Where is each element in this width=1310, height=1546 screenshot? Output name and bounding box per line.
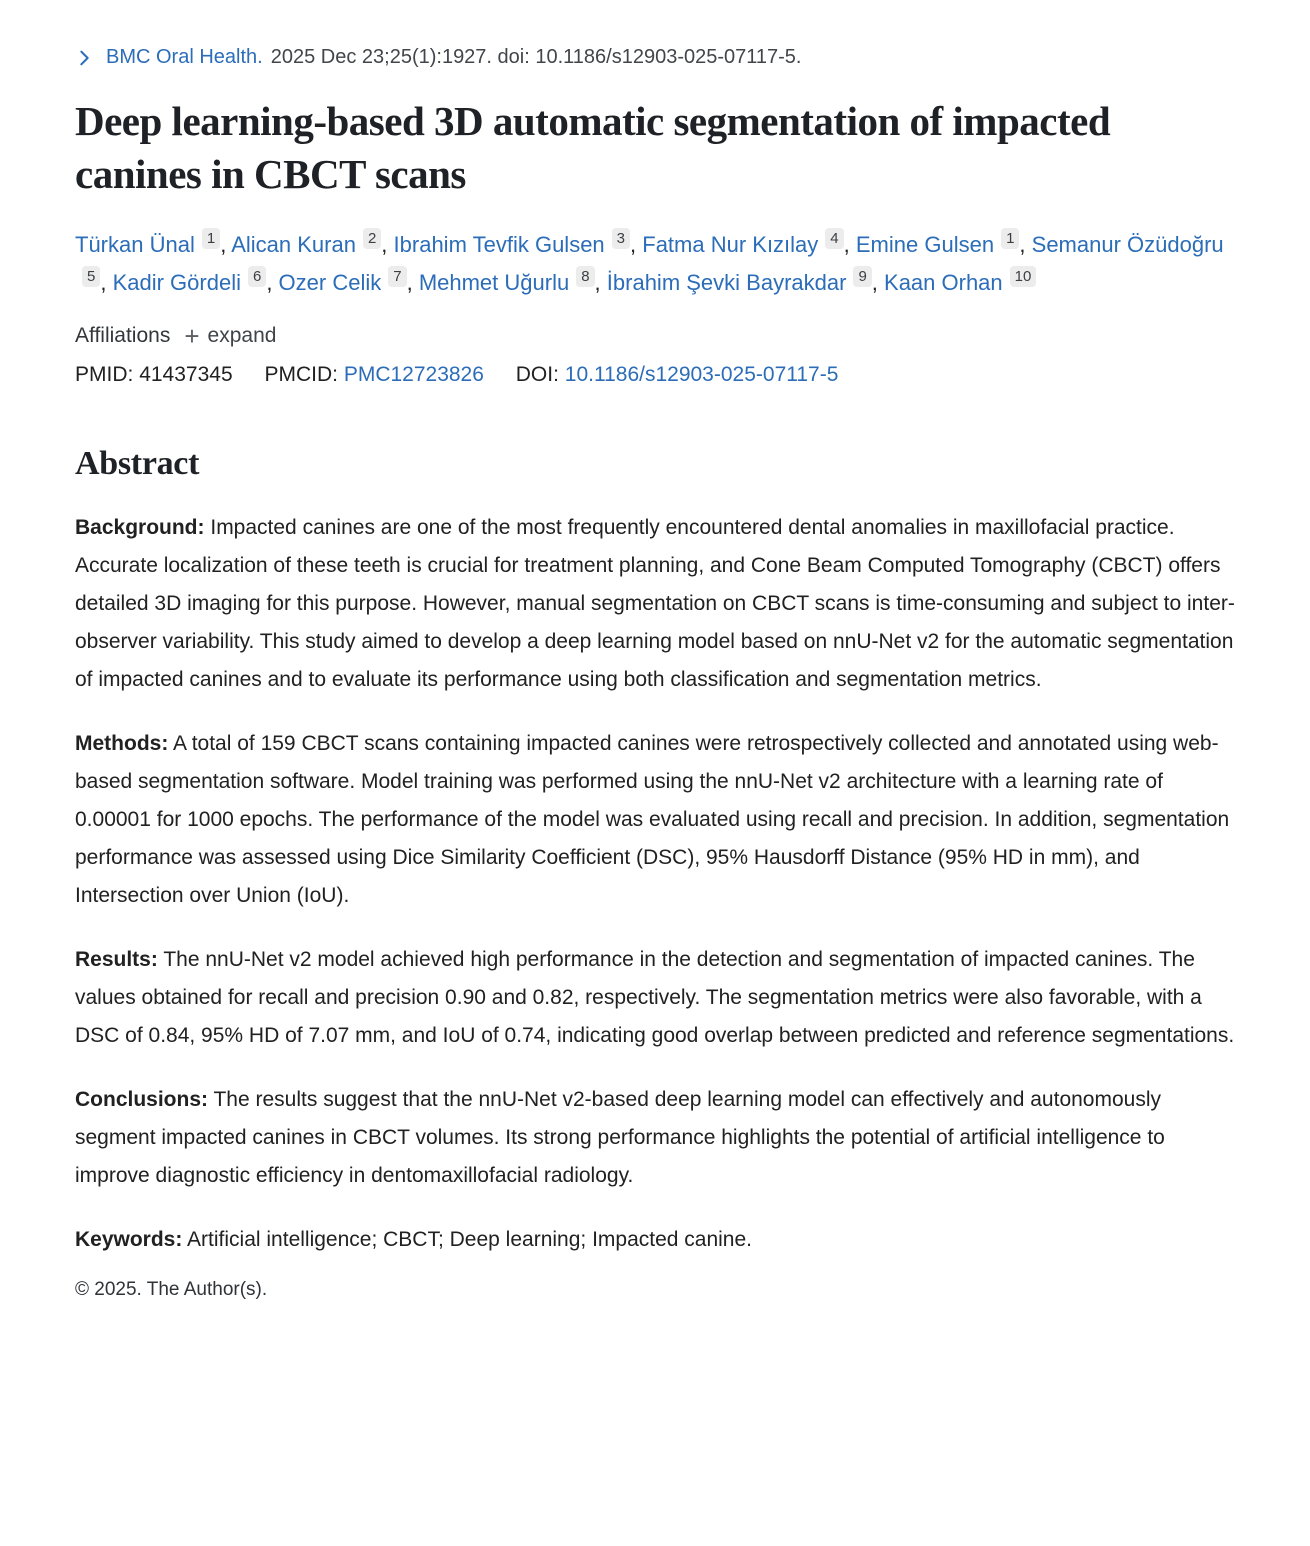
author-affiliation-badge: 7 xyxy=(388,265,407,287)
keywords-paragraph: Keywords: Artificial intelligence; CBCT;… xyxy=(75,1221,1235,1259)
author-affiliation-badge: 1 xyxy=(201,227,221,249)
abstract-heading: Abstract xyxy=(75,444,200,482)
author-link[interactable]: Ozer Celik xyxy=(278,269,382,295)
plus-icon: + xyxy=(184,320,200,351)
article-page: BMC Oral Health. 2025 Dec 23;25(1):1927.… xyxy=(75,46,1235,1300)
author-separator: , xyxy=(266,269,279,295)
author-link[interactable]: İbrahim Şevki Bayrakdar xyxy=(606,269,847,295)
author-separator: , xyxy=(871,269,885,295)
author-link[interactable]: Alican Kuran xyxy=(231,231,356,257)
pmid-label: PMID: xyxy=(75,362,134,386)
identifiers-row: PMID: 41437345 PMCID: PMC12723826 DOI: 1… xyxy=(75,363,1235,387)
author-link[interactable]: Kadir Gördeli xyxy=(112,269,241,295)
copyright-notice: © 2025. The Author(s). xyxy=(75,1278,268,1300)
author-list: Türkan Ünal 1, Alican Kuran 2, Ibrahim Tev… xyxy=(75,226,1235,302)
author-affiliation-badge: 1 xyxy=(1001,227,1020,249)
conclusions-label: Conclusions: xyxy=(75,1087,209,1111)
author-affiliation-badge: 10 xyxy=(1009,265,1037,287)
doi-group: DOI: 10.1186/s12903-025-07117-5 xyxy=(516,363,839,386)
citation-line: BMC Oral Health. 2025 Dec 23;25(1):1927.… xyxy=(75,46,1235,69)
author-separator: , xyxy=(630,231,643,257)
pmcid-link[interactable]: PMC12723826 xyxy=(343,362,484,386)
author-separator: , xyxy=(1019,231,1032,257)
pmid-group: PMID: 41437345 xyxy=(75,363,233,386)
background-text: Impacted canines are one of the most fre… xyxy=(75,515,1235,691)
author-link[interactable]: Ibrahim Tevfik Gulsen xyxy=(393,231,605,257)
author-affiliation-badge: 8 xyxy=(576,265,595,287)
background-label: Background: xyxy=(75,515,205,539)
author-separator: , xyxy=(843,231,856,257)
author-link[interactable]: Türkan Ünal xyxy=(75,231,195,257)
expand-label: expand xyxy=(207,323,277,347)
keywords-text: Artificial intelligence; CBCT; Deep lear… xyxy=(187,1227,752,1251)
results-text: The nnU-Net v2 model achieved high perfo… xyxy=(75,947,1235,1047)
author-link[interactable]: Semanur Özüdoğru xyxy=(1031,231,1224,257)
affiliations-expand-button[interactable]: + expand xyxy=(184,320,277,351)
author-affiliation-badge: 9 xyxy=(853,265,872,287)
pmid-value: 41437345 xyxy=(139,362,233,386)
author-link[interactable]: Mehmet Uğurlu xyxy=(418,269,570,295)
journal-link[interactable]: BMC Oral Health. xyxy=(106,46,263,68)
doi-label: DOI: xyxy=(515,362,559,386)
abstract-methods-paragraph: Methods: A total of 159 CBCT scans conta… xyxy=(75,725,1235,915)
keywords-label: Keywords: xyxy=(75,1227,183,1251)
author-separator: , xyxy=(406,269,419,295)
author-affiliation-badge: 6 xyxy=(247,265,267,287)
author-affiliation-badge: 3 xyxy=(611,227,631,249)
methods-text: A total of 159 CBCT scans containing imp… xyxy=(75,731,1230,907)
affiliations-label: Affiliations xyxy=(75,323,171,347)
methods-label: Methods: xyxy=(75,731,169,755)
affiliations-row: Affiliations + expand xyxy=(75,320,1235,351)
conclusions-text: The results suggest that the nnU-Net v2-… xyxy=(75,1087,1165,1187)
author-link[interactable]: Fatma Nur Kızılay xyxy=(642,231,819,257)
author-separator: , xyxy=(100,269,113,295)
abstract-background-paragraph: Background: Impacted canines are one of … xyxy=(75,509,1235,699)
author-link[interactable]: Emine Gulsen xyxy=(855,231,995,257)
author-affiliation-badge: 2 xyxy=(362,227,382,249)
citation-text: 2025 Dec 23;25(1):1927. doi: 10.1186/s12… xyxy=(270,46,802,68)
results-label: Results: xyxy=(75,947,158,971)
abstract-conclusions-paragraph: Conclusions: The results suggest that th… xyxy=(75,1081,1235,1195)
pmcid-label: PMCID: xyxy=(264,362,338,386)
author-affiliation-badge: 5 xyxy=(82,265,101,287)
author-separator: , xyxy=(381,231,394,257)
author-link[interactable]: Kaan Orhan xyxy=(884,269,1003,295)
article-title: Deep learning-based 3D automatic segment… xyxy=(75,98,1111,198)
chevron-right-icon xyxy=(75,47,94,69)
author-separator: , xyxy=(220,231,232,257)
doi-link[interactable]: 10.1186/s12903-025-07117-5 xyxy=(564,362,839,386)
author-separator: , xyxy=(594,269,607,295)
author-affiliation-badge: 4 xyxy=(825,227,844,249)
abstract-results-paragraph: Results: The nnU-Net v2 model achieved h… xyxy=(75,941,1235,1055)
pmcid-group: PMCID: PMC12723826 xyxy=(264,363,483,386)
